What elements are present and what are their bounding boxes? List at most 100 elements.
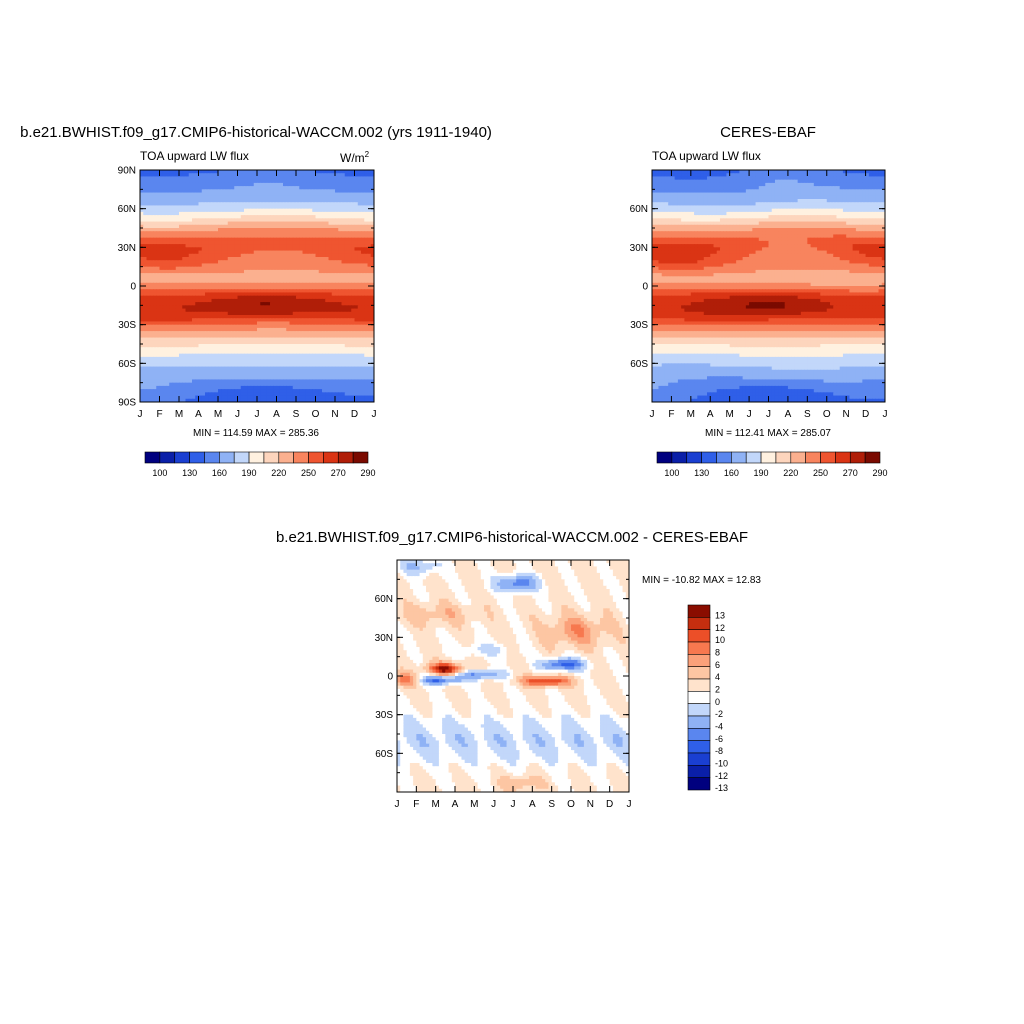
heatmap-cell [240,228,245,232]
heatmap-cell [162,279,167,284]
heatmap-cell [237,211,242,216]
heatmap-cell [263,257,268,261]
heatmap-cell [149,240,154,245]
heatmap-cell [351,237,356,242]
heatmap-cell [240,308,245,313]
heatmap-cell [335,224,339,229]
heatmap-cell [231,205,235,210]
heatmap-cell [250,211,255,216]
heatmap-cell [367,334,372,339]
heatmap-cell [318,170,323,174]
heatmap-cell [231,373,235,377]
heatmap-cell [175,305,180,310]
heatmap-cell [357,289,362,294]
heatmap-cell [250,331,255,335]
heatmap-cell [227,360,232,364]
heatmap-cell [153,202,157,207]
heatmap-cell [312,199,317,203]
heatmap-cell [263,360,268,364]
heatmap-cell [283,376,287,381]
heatmap-cell [156,305,161,310]
heatmap-cell [227,192,232,197]
heatmap-cell [325,286,330,290]
heatmap-cell [205,327,209,332]
heatmap-cell [211,234,216,239]
heatmap-cell [289,228,294,232]
heatmap-cell [309,276,313,281]
heatmap-cell [344,327,349,332]
heatmap-cell [266,315,271,319]
heatmap-cell [237,286,242,290]
heatmap-cell [309,318,313,323]
heatmap-cell [279,173,284,178]
heatmap-cell [198,189,203,194]
heatmap-cell [237,182,242,187]
heatmap-cell [263,215,268,219]
heatmap-cell [211,257,216,261]
heatmap-cell [188,279,193,284]
heatmap-cell [289,318,294,323]
heatmap-cell [169,305,174,310]
heatmap-cell [357,195,362,200]
heatmap-cell [195,318,200,323]
heatmap-cell [153,327,157,332]
heatmap-cell [156,240,161,245]
heatmap-cell [331,376,336,381]
heatmap-cell [263,240,268,245]
heatmap-cell [322,347,326,352]
heatmap-cell [257,182,261,187]
heatmap-cell [325,260,330,265]
heatmap-cell [305,228,310,232]
heatmap-cell [250,279,255,284]
heatmap-cell [179,279,183,284]
heatmap-cell [286,286,291,290]
heatmap-cell [351,263,356,268]
heatmap-cell [296,170,300,174]
heatmap-cell [299,199,304,203]
heatmap-cell [263,302,268,306]
heatmap-cell [338,308,343,313]
heatmap-cell [263,260,268,265]
heatmap-cell [312,389,317,393]
heatmap-cell [175,176,180,181]
heatmap-cell [357,260,362,265]
heatmap-cell [208,273,213,277]
heatmap-cell [185,331,190,335]
heatmap-cell [325,173,330,178]
heatmap-cell [344,231,349,236]
heatmap-cell [338,385,343,390]
heatmap-cell [198,344,203,348]
heatmap-cell [263,385,268,390]
heatmap-cell [182,250,187,255]
heatmap-cell [341,189,346,194]
heatmap-cell [322,221,326,226]
heatmap-cell [273,347,278,352]
heatmap-cell [185,356,190,361]
heatmap-cell [292,337,297,342]
heatmap-cell [179,179,183,184]
heatmap-cell [315,266,320,271]
heatmap-cell [257,208,261,213]
heatmap-cell [276,337,281,342]
heatmap-cell [195,182,200,187]
heatmap-cell [328,379,333,384]
heatmap-cell [354,257,359,261]
heatmap-cell [370,282,374,287]
heatmap-cell [364,199,369,203]
heatmap-cell [289,218,294,223]
heatmap-cell [198,302,203,306]
heatmap-cell [276,179,281,184]
heatmap-cell [270,369,274,374]
heatmap-cell [328,260,333,265]
heatmap-cell [296,240,300,245]
heatmap-cell [198,321,203,326]
heatmap-cell [335,269,339,274]
heatmap-cell [286,234,291,239]
heatmap-cell [201,286,206,290]
heatmap-cell [247,231,252,236]
heatmap-cell [182,273,187,277]
heatmap-cell [344,199,349,203]
heatmap-cell [205,366,209,371]
heatmap-cell [309,231,313,236]
heatmap-cell [338,366,343,371]
